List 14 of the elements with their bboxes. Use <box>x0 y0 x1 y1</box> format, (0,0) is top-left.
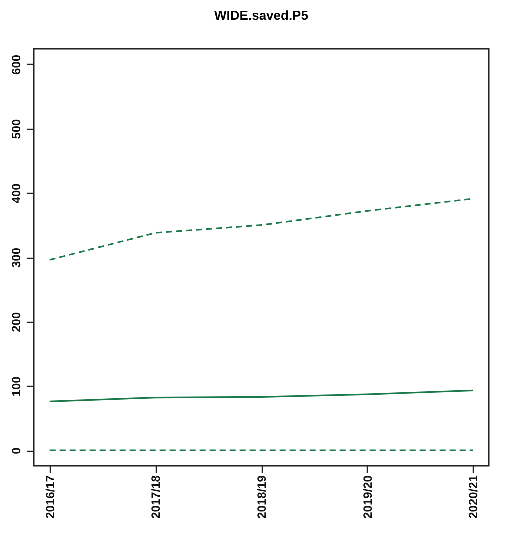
y-tick-label: 100 <box>10 376 24 397</box>
y-tick-label: 500 <box>10 118 24 140</box>
y-tick-label: 200 <box>10 312 24 332</box>
y-tick-label: 600 <box>10 54 24 75</box>
x-tick-label: 2017/18 <box>149 475 164 519</box>
line-series <box>49 390 474 402</box>
x-tick-label: 2020/21 <box>466 475 481 519</box>
y-tick-label: 0 <box>10 447 24 454</box>
x-tick-label: 2019/20 <box>360 475 375 519</box>
chart-title: WIDE.saved.P5 <box>214 8 308 23</box>
x-tick-label: 2018/19 <box>255 475 269 519</box>
y-tick-label: 300 <box>10 248 24 268</box>
y-tick-label: 400 <box>10 183 24 204</box>
x-tick-label: 2016/17 <box>43 475 58 519</box>
